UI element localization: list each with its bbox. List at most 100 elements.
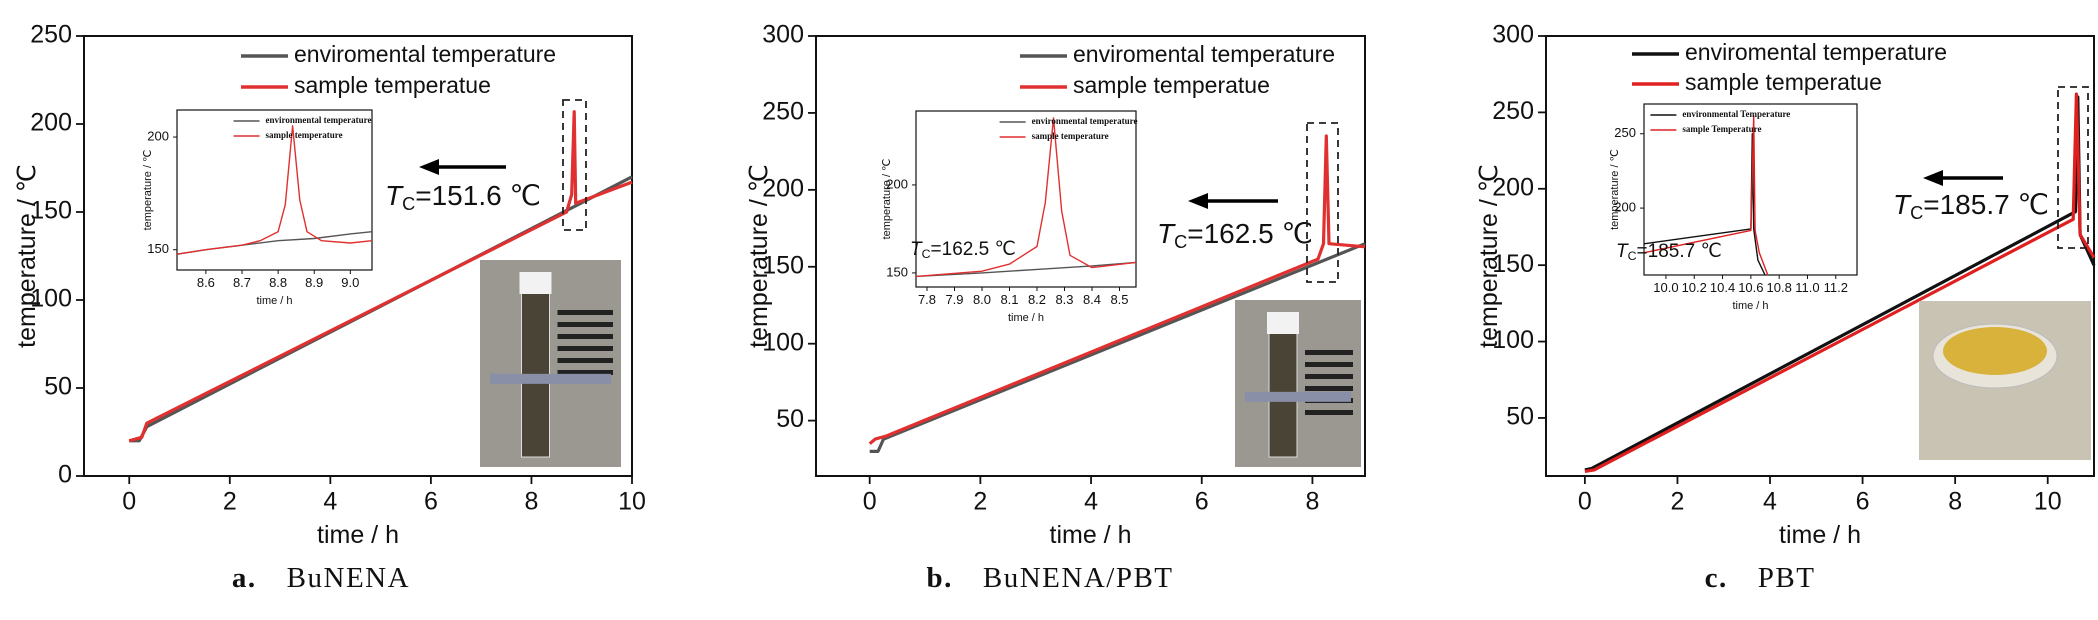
photo-stand [490, 373, 611, 384]
x-axis-label: time / h [1050, 521, 1132, 549]
sample-photo [480, 260, 621, 467]
y-tick-label: 200 [886, 176, 908, 191]
y-tick-label: 250 [30, 21, 72, 49]
x-axis-label: time / h [1732, 300, 1768, 312]
x-tick-label: 4 [1084, 487, 1098, 515]
caption-text: PBT [1758, 562, 1816, 594]
x-tick-label: 6 [1195, 487, 1209, 515]
x-tick-label: 9.0 [341, 275, 359, 290]
y-tick-label: 250 [762, 98, 804, 126]
arrow-head [1923, 170, 1943, 186]
tc-subscript: C [1910, 203, 1923, 223]
y-tick-label: 50 [1506, 403, 1534, 431]
series-line [1643, 133, 1766, 276]
x-tick-label: 0 [122, 487, 136, 515]
tc-value: =185.7 ℃ [1637, 241, 1722, 262]
x-tick-label: 8.9 [305, 275, 323, 290]
photo-slot [557, 322, 613, 327]
tc-subscript: C [1628, 249, 1637, 263]
y-tick-label: 50 [44, 373, 72, 401]
tc-symbol: T [1893, 189, 1912, 220]
legend-label: sample temperature [266, 130, 343, 140]
legend-label: sample temperatue [1073, 72, 1270, 98]
x-tick-label: 10.4 [1710, 280, 1735, 295]
tc-value: =185.7 ℃ [1923, 189, 2049, 220]
series-line [868, 134, 1366, 445]
y-tick-label: 250 [1492, 97, 1534, 125]
y-tick-label: 100 [1492, 326, 1534, 354]
caption-label: c. [1705, 562, 1728, 594]
y-tick-label: 200 [762, 174, 804, 202]
inset-frame [915, 110, 1137, 288]
caption-text: BuNENA/PBT [983, 562, 1174, 594]
legend-label: environmental temperature [1032, 116, 1138, 126]
panel-caption: c. PBT [1705, 562, 1816, 594]
x-tick-label: 11.2 [1824, 280, 1848, 295]
x-tick-label: 10 [2034, 487, 2062, 515]
x-axis-label: time / h [1008, 312, 1044, 324]
y-tick-label: 150 [1492, 250, 1534, 278]
y-axis-label: temperature / ℃ [745, 164, 773, 348]
x-tick-label: 8.6 [197, 275, 215, 290]
x-tick-label: 7.8 [918, 292, 936, 307]
x-tick-label: 2 [1670, 487, 1684, 515]
caption-label: a. [232, 562, 257, 594]
photo-slot [557, 334, 613, 339]
x-tick-label: 7.9 [945, 292, 963, 307]
x-tick-label: 10 [618, 487, 646, 515]
tc-value: =162.5 ℃ [931, 239, 1016, 260]
y-axis-label: temperature / ℃ [13, 164, 41, 348]
tc-annotation: TC=162.5 ℃ [1157, 218, 1313, 251]
photo-slot [1305, 410, 1353, 415]
legend-label: sample temperature [1032, 131, 1109, 141]
x-tick-label: 10.6 [1738, 280, 1763, 295]
photo-tube [1268, 314, 1298, 458]
tc-symbol: T [1157, 218, 1176, 249]
x-tick-label: 8.8 [269, 275, 287, 290]
y-tick-label: 200 [147, 128, 169, 143]
photo-cup-inner [1943, 327, 2047, 375]
photo-cap [1267, 312, 1299, 334]
x-tick-label: 8.4 [1083, 292, 1101, 307]
caption-text: BuNENA [287, 562, 410, 594]
x-tick-label: 0 [863, 487, 877, 515]
x-tick-label: 0 [1578, 487, 1592, 515]
series-line [1643, 115, 1769, 276]
y-tick-label: 300 [1492, 21, 1534, 49]
x-tick-label: 8.5 [1110, 292, 1128, 307]
x-tick-label: 2 [223, 487, 237, 515]
x-tick-label: 4 [323, 487, 337, 515]
legend-label: environmental temperature [266, 115, 372, 125]
tc-annotation: TC=185.7 ℃ [1893, 189, 2049, 222]
tc-subscript: C [1174, 232, 1187, 252]
highlight-box [562, 99, 587, 231]
series-line [128, 110, 633, 443]
y-tick-label: 50 [776, 405, 804, 433]
x-tick-label: 10.2 [1682, 280, 1707, 295]
y-tick-label: 250 [1614, 125, 1636, 140]
y-tick-label: 200 [1492, 173, 1534, 201]
caption-label: b. [926, 562, 952, 594]
arrow-head [1188, 193, 1208, 209]
tc-subscript: C [922, 247, 931, 261]
y-tick-label: 150 [762, 251, 804, 279]
photo-slot [557, 358, 613, 363]
tc-subscript: C [402, 194, 415, 214]
x-tick-label: 8.3 [1055, 292, 1073, 307]
series-line [1584, 92, 2096, 473]
legend-label: sample Temperature [1682, 124, 1761, 134]
x-tick-label: 8.7 [233, 275, 251, 290]
y-tick-label: 150 [886, 264, 908, 279]
tc-value: =162.5 ℃ [1187, 218, 1313, 249]
tc-symbol: T [1616, 241, 1629, 262]
y-axis-label: temperature / ℃ [1475, 164, 1503, 348]
photo-slot [557, 370, 613, 375]
legend-label: enviromental temperature [294, 41, 556, 67]
x-tick-label: 8 [1948, 487, 1962, 515]
x-tick-label: 6 [1856, 487, 1870, 515]
photo-slot [1305, 362, 1353, 367]
legend-label: sample temperatue [1685, 69, 1882, 95]
x-tick-label: 10.0 [1653, 280, 1678, 295]
inset-frame [176, 109, 373, 271]
